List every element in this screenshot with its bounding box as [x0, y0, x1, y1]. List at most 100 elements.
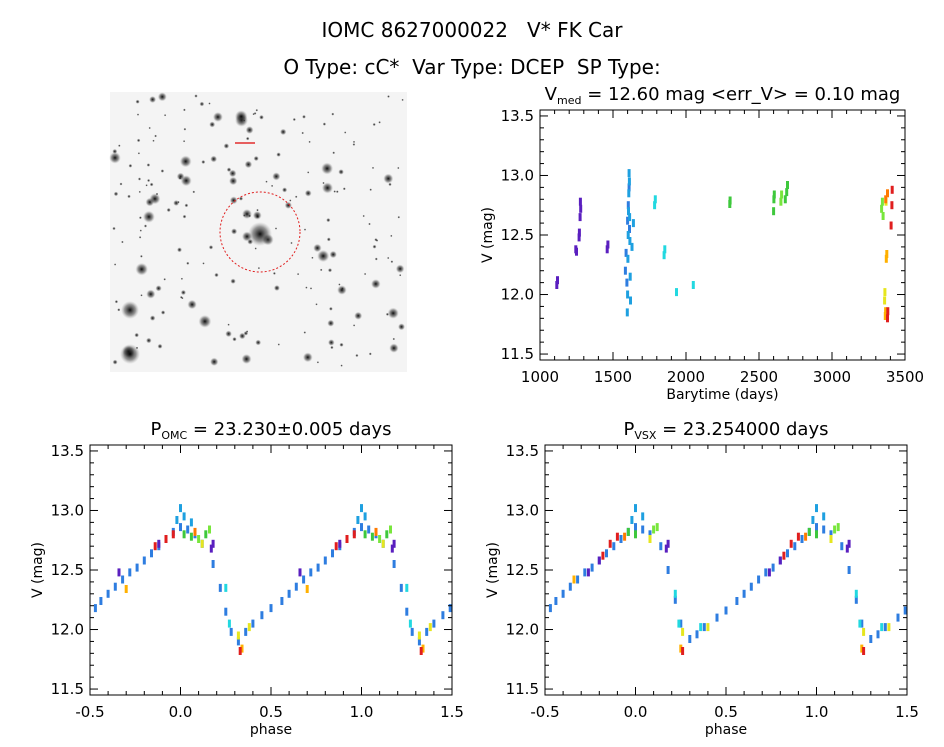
star: [375, 239, 379, 242]
star: [143, 224, 148, 228]
data-point: [666, 566, 670, 574]
star: [252, 112, 255, 116]
data-point: [778, 556, 782, 565]
star: [317, 249, 330, 263]
lightcurve-plot: 1000 1500 2000 2500 3000 3500 11.5 12.0 12.5 13.0…: [480, 84, 924, 403]
plot-frame: [544, 444, 908, 696]
data-point: [728, 196, 732, 205]
data-point: [200, 539, 204, 548]
x-axis-label: Barytime (days): [666, 387, 778, 403]
data-point: [590, 563, 594, 572]
data-point: [619, 535, 623, 543]
data-point: [171, 530, 175, 539]
star: [202, 262, 205, 265]
star: [397, 166, 400, 170]
star: [290, 241, 293, 245]
star: [146, 289, 156, 299]
data-point: [862, 627, 866, 636]
star: [307, 171, 310, 174]
data-point: [204, 530, 208, 539]
data-point: [858, 619, 862, 628]
data-point: [653, 195, 657, 204]
star: [209, 121, 216, 128]
chart-title: IOMC 8627000022 V* FK Car: [321, 18, 623, 42]
star: [352, 324, 356, 327]
data-point: [197, 535, 201, 543]
data-point: [128, 568, 132, 577]
data-point: [673, 589, 677, 598]
star: [276, 152, 281, 157]
star: [270, 184, 274, 188]
y-tick-label: 13.5: [506, 442, 539, 460]
star: [228, 169, 237, 178]
star: [234, 110, 248, 123]
data-point: [608, 539, 612, 548]
star: [322, 181, 325, 185]
data-point: [99, 597, 103, 605]
data-point: [626, 254, 630, 263]
data-point: [793, 542, 797, 551]
star: [305, 286, 308, 289]
data-point: [880, 623, 884, 632]
x-tick-label: 3000: [813, 368, 851, 386]
data-point: [367, 525, 371, 534]
star: [371, 166, 375, 170]
data-point: [615, 532, 619, 541]
data-point: [218, 583, 222, 592]
data-point: [164, 535, 168, 543]
x-tick-label: -0.5: [75, 703, 104, 721]
data-point: [772, 190, 776, 199]
star: [160, 310, 166, 315]
data-point: [627, 183, 631, 192]
data-point: [227, 619, 231, 628]
data-point: [583, 568, 587, 577]
y-tick-label: 12.0: [501, 286, 534, 304]
data-point: [648, 535, 652, 543]
data-point: [652, 525, 656, 534]
star: [259, 114, 264, 120]
data-point: [247, 623, 251, 632]
data-point: [648, 530, 652, 539]
panel-title: PVSX = 23.254000 days: [624, 419, 829, 442]
data-point: [334, 542, 338, 551]
data-point: [405, 583, 409, 592]
data-point: [150, 549, 153, 558]
data-point: [363, 530, 367, 539]
star: [296, 272, 300, 276]
data-point: [883, 288, 887, 297]
data-point: [625, 308, 629, 317]
star: [208, 102, 211, 105]
star: [140, 254, 143, 258]
star: [134, 332, 139, 338]
star: [284, 201, 292, 209]
data-point: [715, 613, 719, 622]
star: [265, 180, 268, 183]
data-point: [578, 213, 582, 222]
data-point: [179, 523, 182, 532]
data-point: [408, 619, 412, 628]
data-point: [374, 527, 378, 536]
phase-plot-vsx: -0.5 0.0 0.5 1.0 1.5 11.5 12.0 12.5 13.0 13.5 phas…: [485, 419, 919, 738]
data-point: [244, 627, 248, 636]
star: [255, 214, 260, 219]
star: [229, 176, 238, 186]
data-point: [664, 544, 668, 553]
data-point: [886, 314, 889, 323]
y-tick-label: 12.0: [506, 621, 539, 639]
data-point: [352, 530, 356, 539]
star: [232, 337, 237, 342]
data-point: [363, 512, 367, 521]
star: [157, 343, 163, 349]
data-point: [390, 544, 394, 553]
data-point: [627, 177, 631, 186]
data-point: [360, 504, 363, 513]
sky-image: [109, 92, 407, 372]
data-point: [331, 549, 334, 558]
star: [387, 95, 390, 98]
data-point: [568, 582, 572, 591]
data-point: [556, 276, 559, 285]
star: [210, 155, 218, 163]
data-point: [890, 201, 894, 210]
star: [183, 108, 186, 112]
star: [112, 226, 116, 231]
